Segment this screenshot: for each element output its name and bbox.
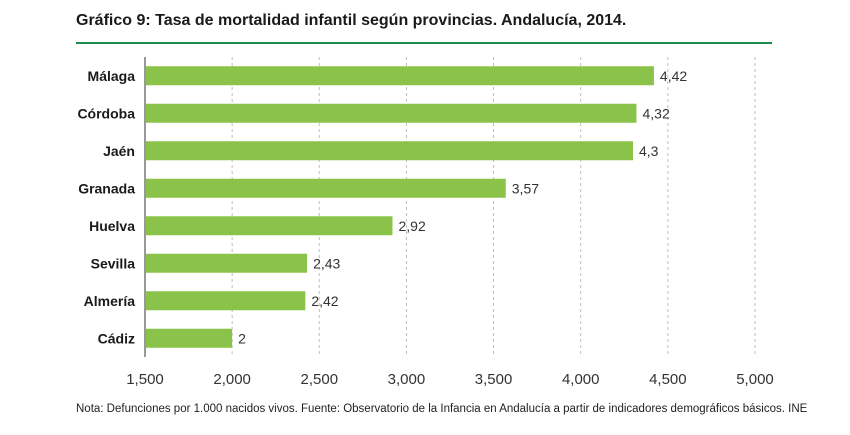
data-label: 2,42: [311, 293, 338, 309]
category-label: Córdoba: [77, 105, 135, 121]
category-label: Jaén: [103, 143, 135, 159]
category-label: Cádiz: [98, 330, 135, 346]
title-rule: [76, 42, 772, 44]
x-tick-label: 3,000: [388, 371, 426, 388]
chart-note: Nota: Defunciones por 1.000 nacidos vivo…: [76, 403, 808, 415]
data-label: 2: [238, 330, 246, 346]
bar: [146, 216, 393, 236]
x-tick-label: 4,000: [562, 371, 600, 388]
category-label: Málaga: [88, 68, 136, 84]
data-label: 4,32: [642, 105, 669, 121]
x-tick-label: 5,000: [736, 371, 774, 388]
bar: [146, 178, 506, 198]
bar: [146, 103, 637, 123]
data-label: 2,43: [313, 255, 340, 271]
bar: [146, 253, 308, 273]
data-label: 4,42: [660, 68, 687, 84]
x-tick-label: 3,500: [475, 371, 513, 388]
bar: [146, 291, 306, 311]
x-tick-label: 4,500: [649, 371, 687, 388]
data-label: 4,3: [639, 143, 659, 159]
data-label: 2,92: [398, 218, 425, 234]
x-tick-label: 2,500: [301, 371, 339, 388]
data-label: 3,57: [512, 180, 539, 196]
category-label: Granada: [78, 180, 135, 196]
bar: [146, 328, 233, 348]
category-label: Sevilla: [91, 255, 136, 271]
category-label: Huelva: [89, 218, 135, 234]
x-tick-label: 1,500: [126, 371, 164, 388]
bar: [146, 141, 633, 161]
category-label: Almería: [84, 293, 136, 309]
bar: [146, 66, 654, 86]
x-tick-label: 2,000: [213, 371, 251, 388]
chart-title: Gráfico 9: Tasa de mortalidad infantil s…: [76, 12, 627, 29]
